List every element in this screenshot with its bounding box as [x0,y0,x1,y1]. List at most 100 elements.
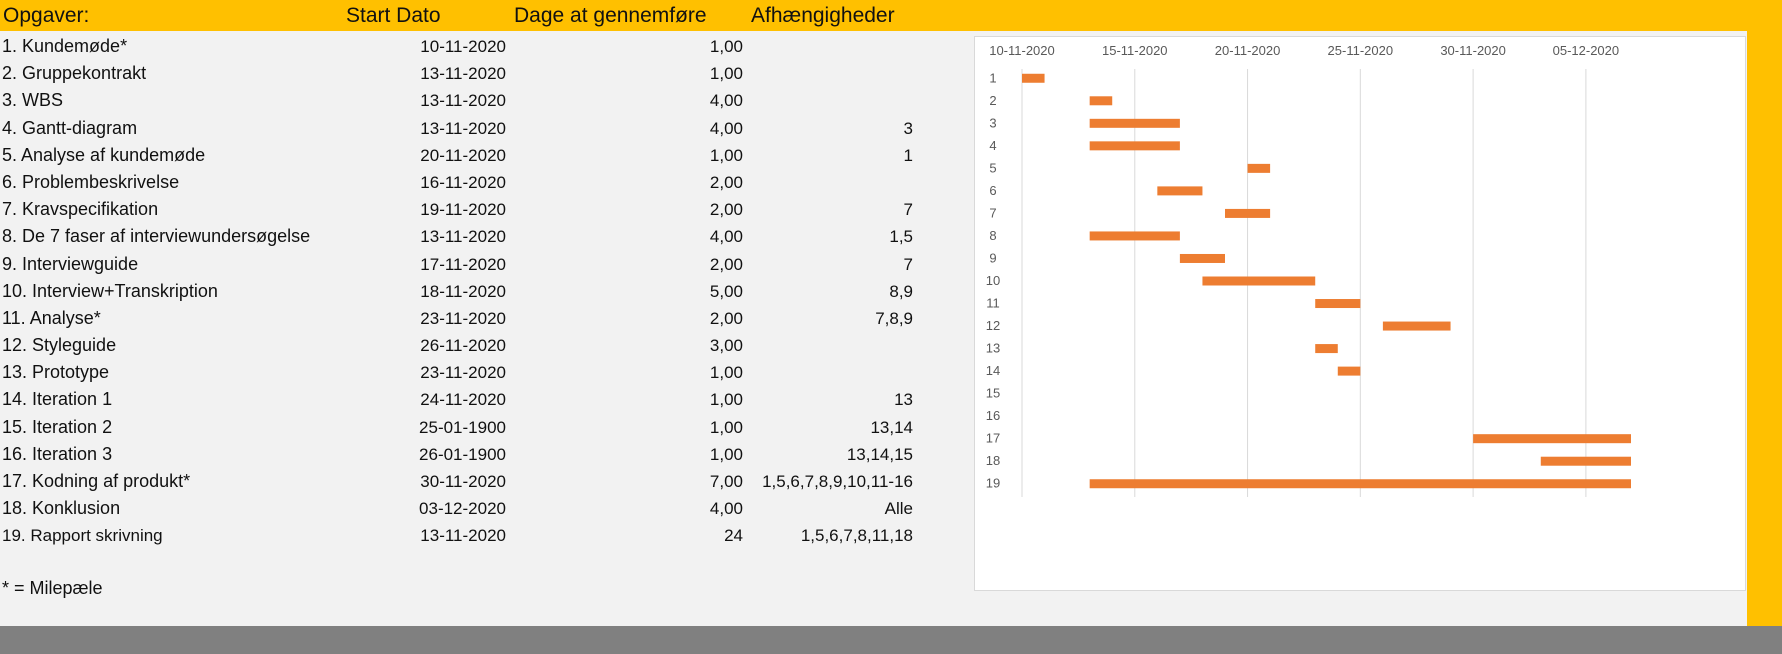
days-cell[interactable]: 1,00 [709,37,743,56]
dependencies-cell[interactable]: 7,8,9 [875,308,913,328]
gantt-bar[interactable] [1089,141,1180,151]
table-row[interactable]: 14. Iteration 1 24-11-2020 1,00 13 [0,386,920,413]
table-row[interactable]: 7. Kravspecifikation 19-11-2020 2,00 7 [0,196,920,223]
dependencies-cell[interactable]: 13,14 [870,417,913,437]
days-cell[interactable]: 2,00 [709,308,743,328]
task-name-cell[interactable]: 2. Gruppekontrakt [2,63,147,84]
table-row[interactable]: 10. Interview+Transkription 18-11-2020 5,0… [0,278,920,305]
task-name-cell[interactable]: 12. Styleguide [2,335,117,356]
gantt-bar[interactable] [1089,479,1631,489]
days-cell[interactable]: 4,00 [709,499,743,519]
days-cell[interactable]: 2,00 [709,172,743,192]
dependencies-cell[interactable]: 8,9 [889,281,913,301]
start-date-cell[interactable]: 26-11-2020 [420,336,506,356]
dependencies-cell[interactable]: 13,14,15 [846,444,913,464]
dependencies-cell[interactable]: 1 [903,145,913,165]
start-date-cell[interactable]: 23-11-2020 [420,308,506,328]
days-cell[interactable]: 5,00 [709,281,743,301]
start-date-cell[interactable]: 03-12-2020 [419,499,506,519]
start-date-cell[interactable]: 19-11-2020 [420,200,506,220]
gantt-bar[interactable] [1540,456,1631,466]
days-cell[interactable]: 1,00 [709,64,743,84]
table-row[interactable]: 1. Kundemøde* 10-11-2020 1,00 [0,33,920,60]
dependencies-cell[interactable]: Alle [884,499,913,519]
start-date-cell[interactable]: 23-11-2020 [420,363,506,383]
gantt-bar[interactable] [1022,73,1045,83]
dependencies-cell[interactable]: 13 [894,390,913,410]
task-name-cell[interactable]: 15. Iteration 2 [2,416,113,437]
dependencies-cell[interactable]: 1,5 [889,227,913,247]
task-name-cell[interactable]: 9. Interviewguide [2,253,139,274]
header-days[interactable]: Dage at gennemføre [514,4,707,27]
table-row[interactable]: 4. Gantt-diagram 13-11-2020 4,00 3 [0,115,920,142]
header-dependencies[interactable]: Afhængigheder [751,4,895,27]
gantt-bar[interactable] [1089,118,1180,128]
start-date-cell[interactable]: 25-01-1900 [419,417,506,437]
table-row[interactable]: 19. Rapport skrivning 13-11-2020 24 1,5,6,7… [0,522,920,549]
gantt-bar[interactable] [1089,231,1180,241]
days-cell[interactable]: 1,00 [709,417,743,437]
task-name-cell[interactable]: 16. Iteration 3 [2,443,113,464]
header-start-date[interactable]: Start Dato [346,4,441,27]
table-row[interactable]: 11. Analyse* 23-11-2020 2,00 7,8,9 [0,305,920,332]
gantt-bar[interactable] [1247,163,1271,173]
gantt-bar[interactable] [1315,344,1338,354]
task-name-cell[interactable]: 8. De 7 faser af interviewundersøgelse [2,226,311,247]
days-cell[interactable]: 1,00 [709,390,743,410]
dependencies-cell[interactable]: 3 [903,118,913,138]
start-date-cell[interactable]: 13-11-2020 [420,64,506,84]
start-date-cell[interactable]: 13-11-2020 [420,118,506,138]
days-cell[interactable]: 1,00 [709,444,743,464]
gantt-bar[interactable] [1315,299,1361,309]
table-row[interactable]: 5. Analyse af kundemøde 20-11-2020 1,00 1 [0,142,920,169]
task-name-cell[interactable]: 1. Kundemøde* [2,36,128,56]
task-name-cell[interactable]: 19. Rapport skrivning [2,526,163,546]
task-name-cell[interactable]: 10. Interview+Transkription [2,280,218,301]
days-cell[interactable]: 24 [724,526,743,546]
start-date-cell[interactable]: 18-11-2020 [420,281,506,301]
task-name-cell[interactable]: 17. Kodning af produkt* [2,471,191,491]
task-name-cell[interactable]: 13. Prototype [2,362,110,383]
task-name-cell[interactable]: 3. WBS [2,90,64,111]
table-row[interactable]: 9. Interviewguide 17-11-2020 2,00 7 [0,251,920,278]
days-cell[interactable]: 1,00 [709,145,743,165]
days-cell[interactable]: 4,00 [709,227,743,247]
start-date-cell[interactable]: 17-11-2020 [420,254,506,274]
table-row[interactable]: 8. De 7 faser af interviewundersøgelse 13… [0,223,920,250]
days-cell[interactable]: 3,00 [709,336,743,356]
start-date-cell[interactable]: 13-11-2020 [420,227,506,247]
gantt-bar[interactable] [1089,96,1113,106]
start-date-cell[interactable]: 30-11-2020 [420,472,506,491]
days-cell[interactable]: 2,00 [709,200,743,220]
start-date-cell[interactable]: 13-11-2020 [420,91,506,111]
days-cell[interactable]: 2,00 [709,254,743,274]
start-date-cell[interactable]: 26-01-1900 [419,444,506,464]
dependencies-cell[interactable]: 7 [903,254,913,274]
gantt-bar[interactable] [1473,434,1631,444]
table-row[interactable]: 13. Prototype 23-11-2020 1,00 [0,359,920,386]
table-row[interactable]: 3. WBS 13-11-2020 4,00 [0,87,920,114]
dependencies-cell[interactable]: 1,5,6,7,8,11,18 [800,526,913,546]
task-name-cell[interactable]: 6. Problembeskrivelse [2,171,180,192]
start-date-cell[interactable]: 10-11-2020 [420,37,506,56]
days-cell[interactable]: 7,00 [709,472,743,491]
start-date-cell[interactable]: 20-11-2020 [420,145,506,165]
start-date-cell[interactable]: 13-11-2020 [420,526,506,546]
start-date-cell[interactable]: 24-11-2020 [420,390,506,410]
gantt-bar[interactable] [1382,321,1451,331]
task-name-cell[interactable]: 11. Analyse* [2,307,101,328]
days-cell[interactable]: 1,00 [709,363,743,383]
header-task[interactable]: Opgaver: [3,4,90,27]
gantt-bar[interactable] [1225,208,1271,218]
table-row[interactable]: 6. Problembeskrivelse 16-11-2020 2,00 [0,169,920,196]
gantt-bar[interactable] [1337,366,1361,376]
task-name-cell[interactable]: 18. Konklusion [2,498,121,519]
days-cell[interactable]: 4,00 [709,91,743,111]
table-row[interactable]: 2. Gruppekontrakt 13-11-2020 1,00 [0,60,920,87]
days-cell[interactable]: 4,00 [709,118,743,138]
task-name-cell[interactable]: 7. Kravspecifikation [2,199,159,220]
gantt-chart[interactable]: 10-11-2020 15-11-2020 20-11-2020 25-11-2020… [974,36,1746,591]
gantt-bar[interactable] [1157,186,1203,196]
gantt-bar[interactable] [1179,253,1225,263]
dependencies-cell[interactable]: 1,5,6,7,8,9,10,11-16 [762,472,913,491]
